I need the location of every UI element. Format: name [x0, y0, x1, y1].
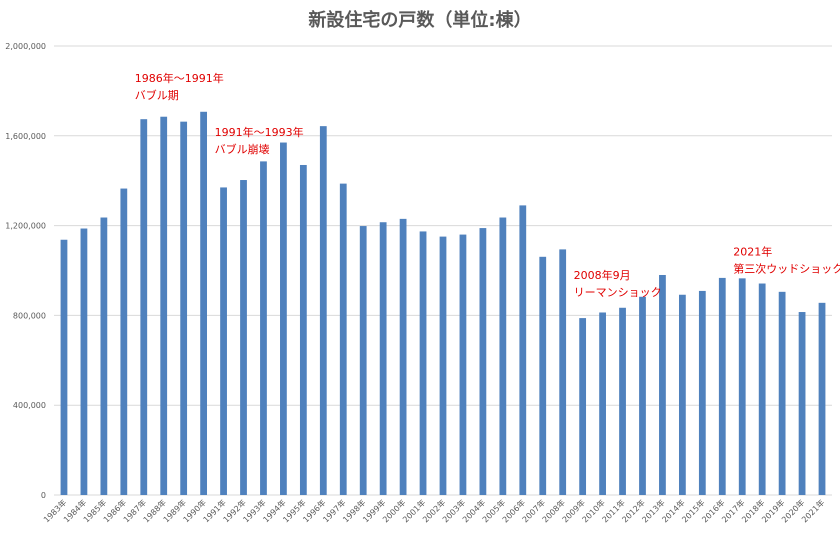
bar	[778, 291, 786, 495]
y-tick-label: 0	[41, 491, 46, 500]
annotation-label: バブル崩壊	[215, 142, 270, 156]
bar	[619, 307, 626, 495]
bar	[519, 205, 527, 495]
annotation-label: 1986年〜1991年	[135, 71, 224, 85]
bar	[639, 296, 646, 495]
bar	[499, 217, 507, 495]
bar	[299, 164, 307, 496]
bar	[120, 188, 128, 495]
bar	[60, 239, 68, 495]
x-axis-ticks: 1983年1984年1985年1986年1987年1988年1989年1990年…	[41, 497, 826, 524]
bar	[459, 234, 467, 495]
y-tick-label: 2,000,000	[5, 42, 46, 51]
bar	[339, 183, 347, 495]
bar	[659, 274, 666, 495]
bar	[359, 226, 367, 495]
bar	[579, 318, 587, 495]
annotation-label: リーマンショック	[574, 286, 662, 299]
bar	[539, 256, 547, 495]
bar	[599, 312, 606, 495]
bar	[280, 142, 287, 495]
y-tick-label: 400,000	[13, 401, 46, 410]
bar	[818, 302, 826, 495]
bar	[220, 187, 227, 495]
bar	[240, 180, 247, 496]
y-tick-label: 1,600,000	[5, 132, 46, 141]
bar	[718, 277, 726, 495]
annotation-label: 2021年	[733, 244, 772, 258]
bar	[200, 111, 208, 495]
bar	[738, 278, 746, 495]
bar	[399, 218, 407, 496]
bar	[260, 161, 267, 495]
annotation-label: バブル期	[135, 88, 179, 102]
bar	[698, 290, 706, 495]
bar	[319, 126, 327, 496]
bar	[678, 294, 686, 495]
annotation-label: 1991年〜1993年	[215, 125, 304, 139]
y-tick-label: 800,000	[13, 311, 46, 320]
bar	[180, 121, 188, 496]
bar	[439, 236, 447, 495]
bar	[160, 116, 168, 495]
annotation-label: 2008年9月	[574, 268, 631, 282]
bar	[479, 228, 487, 495]
bars	[60, 111, 826, 496]
bar	[100, 217, 108, 495]
y-tick-label: 1,200,000	[5, 222, 46, 231]
bar	[140, 119, 148, 495]
bar	[559, 249, 567, 495]
bar	[419, 231, 427, 495]
bar	[798, 312, 806, 495]
bar	[379, 222, 387, 496]
chart-title: 新設住宅の戸数（単位:棟）	[308, 10, 532, 31]
annotation-label: 第三次ウッドショック	[733, 261, 840, 275]
y-axis-ticks: 0 400,000 800,000 1,200,000 1,600,000 2,000,0…	[5, 42, 46, 500]
bar	[80, 228, 88, 495]
bar	[758, 283, 766, 495]
